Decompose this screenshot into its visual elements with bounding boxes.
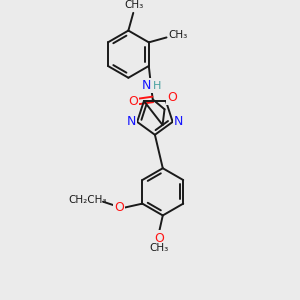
Text: O: O (128, 95, 138, 108)
Text: CH₂CH₃: CH₂CH₃ (68, 195, 106, 205)
Text: CH₃: CH₃ (169, 31, 188, 40)
Text: O: O (154, 232, 164, 244)
Text: H: H (152, 81, 161, 91)
Text: N: N (174, 116, 183, 128)
Text: O: O (167, 91, 177, 103)
Text: N: N (127, 116, 136, 128)
Text: N: N (142, 79, 152, 92)
Text: CH₃: CH₃ (149, 243, 169, 253)
Text: O: O (114, 201, 124, 214)
Text: CH₃: CH₃ (124, 0, 144, 10)
